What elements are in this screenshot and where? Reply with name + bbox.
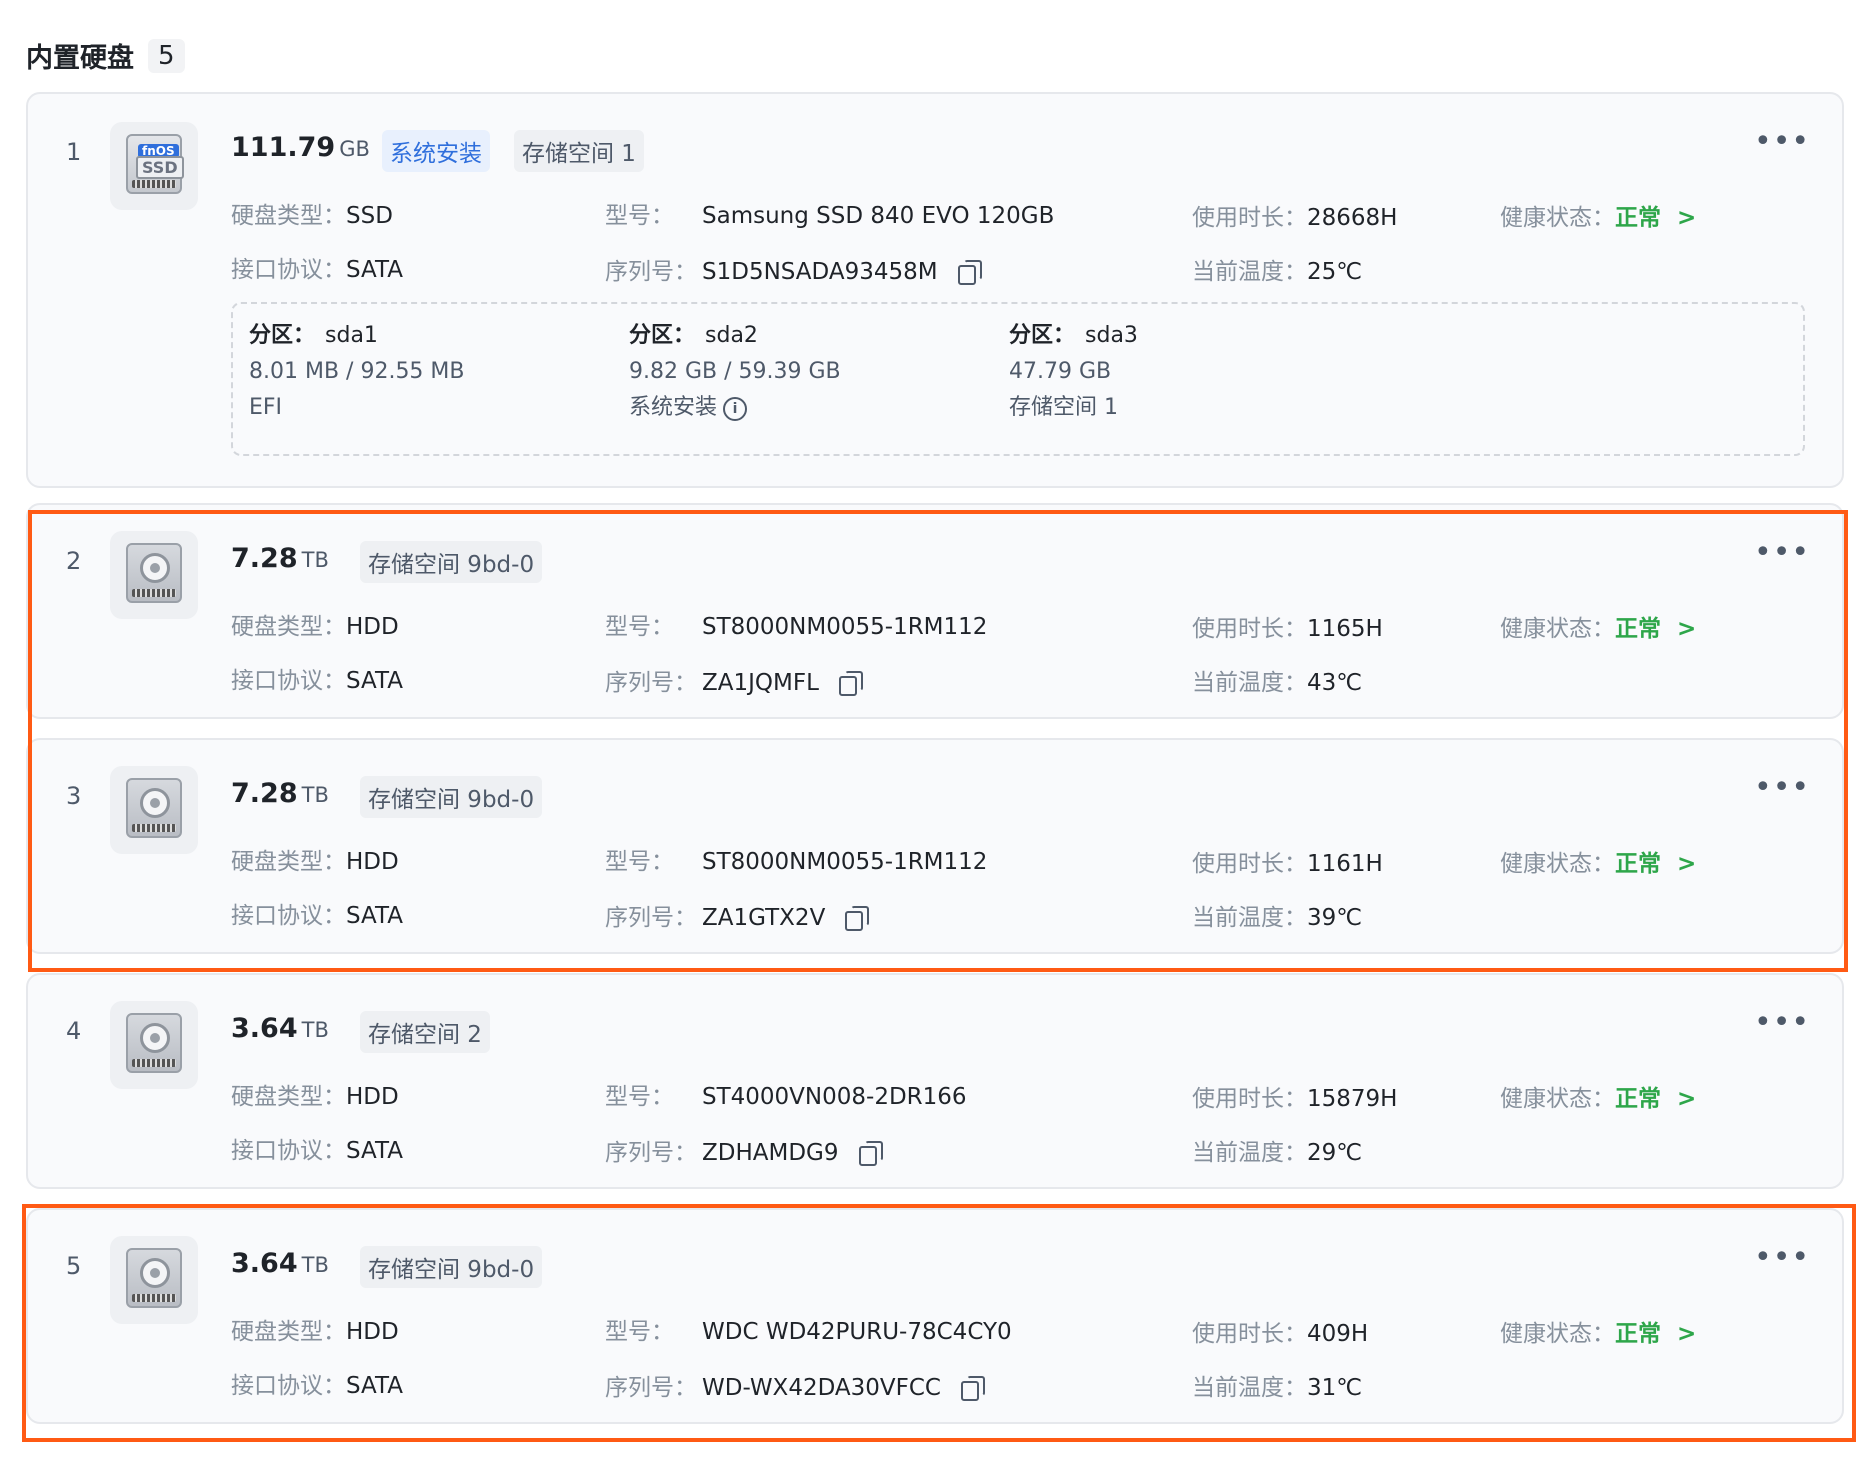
disk-index: 1 bbox=[66, 138, 82, 166]
fnos-badge: fnOS bbox=[138, 144, 179, 158]
copy-icon[interactable] bbox=[960, 1376, 985, 1401]
disk-count-badge: 5 bbox=[148, 38, 185, 73]
tag-storage-space: 存储空间 9bd-0 bbox=[360, 776, 543, 818]
tag-system-install: 系统安装 bbox=[382, 130, 490, 172]
more-options-icon[interactable]: ••• bbox=[1754, 124, 1811, 159]
tag-storage-space: 存储空间 1 bbox=[514, 130, 644, 172]
health-status-row[interactable]: 健康状态：正常 > bbox=[1500, 1086, 1697, 1112]
disk-capacity: 3.64 TB bbox=[231, 1248, 329, 1279]
copy-icon[interactable] bbox=[957, 260, 982, 285]
more-options-icon[interactable]: ••• bbox=[1754, 1240, 1811, 1275]
health-status-row[interactable]: 健康状态：正常 > bbox=[1500, 205, 1697, 231]
copy-icon[interactable] bbox=[838, 671, 863, 696]
health-status-row[interactable]: 健康状态：正常 > bbox=[1500, 616, 1697, 642]
ssd-disk-icon: fnOS SSD bbox=[110, 122, 198, 210]
usage-time-row: 使用时长：1161H bbox=[1192, 851, 1383, 877]
partition-sda2: 分区： sda2 9.82 GB / 59.39 GB 系统安装 i bbox=[629, 323, 841, 421]
tag-storage-space: 存储空间 9bd-0 bbox=[360, 1246, 543, 1288]
serial-row: 序列号： ZA1GTX2V bbox=[605, 898, 870, 932]
disk-capacity: 7.28 TB bbox=[231, 778, 329, 809]
usage-time-row: 使用时长：409H bbox=[1192, 1321, 1369, 1347]
copy-icon[interactable] bbox=[858, 1141, 883, 1166]
model-row: 型号： WDC WD42PURU-78C4CY0 bbox=[605, 1319, 1012, 1345]
chevron-right-icon[interactable]: > bbox=[1677, 616, 1697, 642]
disk-card-1[interactable]: 1 fnOS SSD 111.79 GB 系统安装 存储空间 1 ••• 硬盘类型… bbox=[26, 92, 1844, 488]
usage-time-row: 使用时长：28668H bbox=[1192, 205, 1398, 231]
ssd-label: SSD bbox=[136, 156, 184, 179]
tag-storage-space: 存储空间 9bd-0 bbox=[360, 541, 543, 583]
interface-row: 接口协议：SATA bbox=[231, 668, 403, 694]
partition-panel: 分区： sda1 8.01 MB / 92.55 MB EFI 分区： sda2 9… bbox=[231, 302, 1805, 456]
model-row: 型号： ST8000NM0055-1RM112 bbox=[605, 614, 988, 640]
disk-card-5[interactable]: 5 3.64 TB 存储空间 9bd-0 ••• 硬盘类型：HDD 型号： WDC … bbox=[26, 1208, 1844, 1424]
model-row: 型号： Samsung SSD 840 EVO 120GB bbox=[605, 203, 1055, 229]
serial-row: 序列号： S1D5NSADA93458M bbox=[605, 252, 982, 286]
disk-index: 2 bbox=[66, 547, 82, 575]
usage-time-row: 使用时长：1165H bbox=[1192, 616, 1383, 642]
hdd-disk-icon bbox=[110, 1001, 198, 1089]
tag-storage-space: 存储空间 2 bbox=[360, 1011, 490, 1053]
disk-index: 4 bbox=[66, 1017, 82, 1045]
serial-row: 序列号： ZA1JQMFL bbox=[605, 663, 863, 697]
disk-index: 5 bbox=[66, 1252, 82, 1280]
section-title: 内置硬盘 bbox=[26, 43, 134, 74]
disk-capacity: 111.79 GB bbox=[231, 132, 370, 163]
temperature-row: 当前温度：31℃ bbox=[1192, 1375, 1363, 1401]
more-options-icon[interactable]: ••• bbox=[1754, 770, 1811, 805]
disk-card-3[interactable]: 3 7.28 TB 存储空间 9bd-0 ••• 硬盘类型：HDD 型号： ST80… bbox=[26, 738, 1844, 954]
disk-type-row: 硬盘类型：HDD bbox=[231, 614, 399, 640]
temperature-row: 当前温度：25℃ bbox=[1192, 259, 1363, 285]
interface-row: 接口协议：SATA bbox=[231, 257, 403, 283]
info-icon[interactable]: i bbox=[723, 397, 748, 421]
more-options-icon[interactable]: ••• bbox=[1754, 1005, 1811, 1040]
chevron-right-icon[interactable]: > bbox=[1677, 851, 1697, 877]
disk-card-4[interactable]: 4 3.64 TB 存储空间 2 ••• 硬盘类型：HDD 型号： ST4000VN… bbox=[26, 973, 1844, 1189]
partition-sda3: 分区： sda3 47.79 GB 存储空间 1 bbox=[1009, 323, 1138, 420]
model-row: 型号： ST4000VN008-2DR166 bbox=[605, 1084, 967, 1110]
serial-row: 序列号： WD-WX42DA30VFCC bbox=[605, 1368, 985, 1402]
hdd-disk-icon bbox=[110, 766, 198, 854]
disk-card-2[interactable]: 2 7.28 TB 存储空间 9bd-0 ••• 硬盘类型：HDD 型号： ST80… bbox=[26, 503, 1844, 719]
chevron-right-icon[interactable]: > bbox=[1677, 205, 1697, 231]
disk-index: 3 bbox=[66, 782, 82, 810]
health-status-row[interactable]: 健康状态：正常 > bbox=[1500, 1321, 1697, 1347]
interface-row: 接口协议：SATA bbox=[231, 1138, 403, 1164]
temperature-row: 当前温度：29℃ bbox=[1192, 1140, 1363, 1166]
disk-type-row: 硬盘类型：HDD bbox=[231, 849, 399, 875]
chevron-right-icon[interactable]: > bbox=[1677, 1321, 1697, 1347]
disk-capacity: 3.64 TB bbox=[231, 1013, 329, 1044]
section-header: 内置硬盘 5 bbox=[26, 36, 185, 75]
hdd-disk-icon bbox=[110, 1236, 198, 1324]
copy-icon[interactable] bbox=[845, 906, 870, 931]
hdd-disk-icon bbox=[110, 531, 198, 619]
serial-row: 序列号： ZDHAMDG9 bbox=[605, 1133, 883, 1167]
disk-capacity: 7.28 TB bbox=[231, 543, 329, 574]
health-status-row[interactable]: 健康状态：正常 > bbox=[1500, 851, 1697, 877]
disk-type-row: 硬盘类型：HDD bbox=[231, 1084, 399, 1110]
disk-type-row: 硬盘类型：HDD bbox=[231, 1319, 399, 1345]
chevron-right-icon[interactable]: > bbox=[1677, 1086, 1697, 1112]
interface-row: 接口协议：SATA bbox=[231, 903, 403, 929]
temperature-row: 当前温度：39℃ bbox=[1192, 905, 1363, 931]
usage-time-row: 使用时长：15879H bbox=[1192, 1086, 1398, 1112]
disk-type-row: 硬盘类型：SSD bbox=[231, 203, 393, 229]
temperature-row: 当前温度：43℃ bbox=[1192, 670, 1363, 696]
partition-sda1: 分区： sda1 8.01 MB / 92.55 MB EFI bbox=[249, 323, 465, 420]
interface-row: 接口协议：SATA bbox=[231, 1373, 403, 1399]
model-row: 型号： ST8000NM0055-1RM112 bbox=[605, 849, 988, 875]
more-options-icon[interactable]: ••• bbox=[1754, 535, 1811, 570]
